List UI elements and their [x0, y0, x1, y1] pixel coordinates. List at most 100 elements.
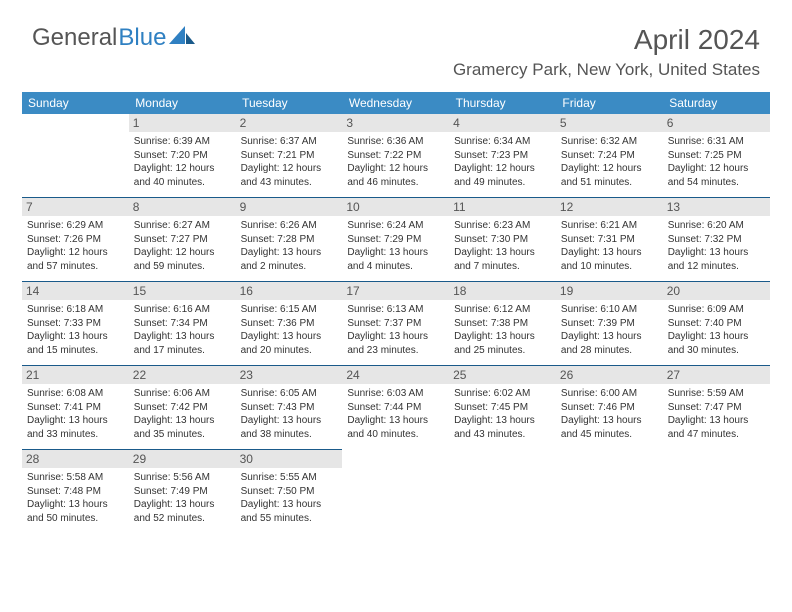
day-detail-line: Sunset: 7:43 PM: [241, 401, 338, 415]
day-detail-line: and 45 minutes.: [561, 428, 658, 442]
day-detail-line: Sunset: 7:42 PM: [134, 401, 231, 415]
day-number: 3: [342, 114, 449, 132]
day-details: Sunrise: 6:31 AMSunset: 7:25 PMDaylight:…: [668, 135, 765, 189]
day-detail-line: Daylight: 13 hours: [668, 330, 765, 344]
day-details: Sunrise: 6:37 AMSunset: 7:21 PMDaylight:…: [241, 135, 338, 189]
calendar-day-cell: 29Sunrise: 5:56 AMSunset: 7:49 PMDayligh…: [129, 450, 236, 534]
day-number: 15: [129, 282, 236, 300]
logo-sail-icon: [169, 26, 195, 46]
day-detail-line: Daylight: 12 hours: [561, 162, 658, 176]
calendar-day-cell: 15Sunrise: 6:16 AMSunset: 7:34 PMDayligh…: [129, 282, 236, 366]
day-detail-line: and 51 minutes.: [561, 176, 658, 190]
calendar-day-cell: 17Sunrise: 6:13 AMSunset: 7:37 PMDayligh…: [342, 282, 449, 366]
calendar-day-cell: 9Sunrise: 6:26 AMSunset: 7:28 PMDaylight…: [236, 198, 343, 282]
day-number: 22: [129, 366, 236, 384]
day-detail-line: and 43 minutes.: [241, 176, 338, 190]
day-number: 14: [22, 282, 129, 300]
day-details: Sunrise: 6:09 AMSunset: 7:40 PMDaylight:…: [668, 303, 765, 357]
day-details: Sunrise: 6:06 AMSunset: 7:42 PMDaylight:…: [134, 387, 231, 441]
day-number: 17: [342, 282, 449, 300]
weekday-header: Sunday: [22, 92, 129, 114]
day-detail-line: Sunrise: 6:08 AM: [27, 387, 124, 401]
day-number: 18: [449, 282, 556, 300]
day-detail-line: and 23 minutes.: [347, 344, 444, 358]
day-detail-line: and 59 minutes.: [134, 260, 231, 274]
day-detail-line: Sunrise: 6:16 AM: [134, 303, 231, 317]
calendar-week-row: 21Sunrise: 6:08 AMSunset: 7:41 PMDayligh…: [22, 366, 770, 450]
day-detail-line: Daylight: 12 hours: [27, 246, 124, 260]
day-detail-line: Daylight: 13 hours: [241, 246, 338, 260]
day-detail-line: Sunset: 7:31 PM: [561, 233, 658, 247]
day-detail-line: Daylight: 13 hours: [27, 498, 124, 512]
calendar-day-cell: [342, 450, 449, 534]
day-number: 20: [663, 282, 770, 300]
day-detail-line: Sunrise: 6:29 AM: [27, 219, 124, 233]
calendar-day-cell: 1Sunrise: 6:39 AMSunset: 7:20 PMDaylight…: [129, 114, 236, 198]
day-detail-line: and 33 minutes.: [27, 428, 124, 442]
day-number: 30: [236, 450, 343, 468]
day-number: 5: [556, 114, 663, 132]
day-details: Sunrise: 6:29 AMSunset: 7:26 PMDaylight:…: [27, 219, 124, 273]
day-number: 28: [22, 450, 129, 468]
day-detail-line: and 40 minutes.: [134, 176, 231, 190]
day-details: Sunrise: 6:39 AMSunset: 7:20 PMDaylight:…: [134, 135, 231, 189]
day-detail-line: Daylight: 13 hours: [454, 414, 551, 428]
calendar-day-cell: 4 Sunrise: 6:34 AMSunset: 7:23 PMDaylight…: [449, 114, 556, 198]
day-number: 11: [449, 198, 556, 216]
day-detail-line: Sunrise: 6:13 AM: [347, 303, 444, 317]
day-detail-line: Sunrise: 6:27 AM: [134, 219, 231, 233]
day-detail-line: Sunrise: 6:37 AM: [241, 135, 338, 149]
day-detail-line: Sunset: 7:39 PM: [561, 317, 658, 331]
day-detail-line: Daylight: 13 hours: [668, 246, 765, 260]
day-detail-line: Sunrise: 6:15 AM: [241, 303, 338, 317]
day-details: Sunrise: 6:12 AMSunset: 7:38 PMDaylight:…: [454, 303, 551, 357]
day-detail-line: and 2 minutes.: [241, 260, 338, 274]
day-detail-line: Sunrise: 6:09 AM: [668, 303, 765, 317]
day-details: Sunrise: 5:59 AMSunset: 7:47 PMDaylight:…: [668, 387, 765, 441]
day-detail-line: Sunrise: 6:32 AM: [561, 135, 658, 149]
calendar-week-row: 14 Sunrise: 6:18 AMSunset: 7:33 PM Dayligh…: [22, 282, 770, 366]
day-number: 6: [663, 114, 770, 132]
day-detail-line: Sunrise: 6:00 AM: [561, 387, 658, 401]
day-number: 9: [236, 198, 343, 216]
day-detail-line: Sunset: 7:36 PM: [241, 317, 338, 331]
day-detail-line: Daylight: 13 hours: [241, 330, 338, 344]
day-detail-line: and 4 minutes.: [347, 260, 444, 274]
day-detail-line: Sunrise: 5:59 AM: [668, 387, 765, 401]
day-detail-line: Daylight: 13 hours: [454, 330, 551, 344]
day-detail-line: Sunrise: 6:18 AM: [27, 303, 124, 317]
day-detail-line: Sunset: 7:47 PM: [668, 401, 765, 415]
day-detail-line: Sunset: 7:27 PM: [134, 233, 231, 247]
day-details: Sunrise: 6:02 AMSunset: 7:45 PMDaylight:…: [454, 387, 551, 441]
day-detail-line: and 50 minutes.: [27, 512, 124, 526]
calendar-day-cell: 19Sunrise: 6:10 AMSunset: 7:39 PMDayligh…: [556, 282, 663, 366]
day-details: Sunrise: 6:08 AMSunset: 7:41 PMDaylight:…: [27, 387, 124, 441]
day-detail-line: Sunset: 7:33 PM: [27, 317, 124, 331]
day-detail-line: Daylight: 13 hours: [347, 246, 444, 260]
day-detail-line: Sunset: 7:45 PM: [454, 401, 551, 415]
day-detail-line: Daylight: 13 hours: [347, 414, 444, 428]
calendar-day-cell: 14Sunrise: 6:18 AMSunset: 7:33 PMDayligh…: [22, 282, 129, 366]
day-detail-line: and 17 minutes.: [134, 344, 231, 358]
weekday-header: Wednesday: [342, 92, 449, 114]
day-detail-line: and 46 minutes.: [347, 176, 444, 190]
day-detail-line: Sunset: 7:26 PM: [27, 233, 124, 247]
day-number: 4: [449, 114, 556, 132]
calendar-week-row: 7Sunrise: 6:29 AMSunset: 7:26 PMDaylight…: [22, 198, 770, 282]
day-details: Sunrise: 6:32 AMSunset: 7:24 PMDaylight:…: [561, 135, 658, 189]
weekday-header: Friday: [556, 92, 663, 114]
day-details: Sunrise: 6:34 AMSunset: 7:23 PMDaylight:…: [454, 135, 551, 189]
day-detail-line: Sunset: 7:50 PM: [241, 485, 338, 499]
calendar-day-cell: 30Sunrise: 5:55 AMSunset: 7:50 PMDayligh…: [236, 450, 343, 534]
day-detail-line: Daylight: 13 hours: [134, 414, 231, 428]
day-number: 24: [342, 366, 449, 384]
day-detail-line: and 25 minutes.: [454, 344, 551, 358]
day-detail-line: Sunset: 7:46 PM: [561, 401, 658, 415]
day-detail-line: Daylight: 13 hours: [241, 414, 338, 428]
day-detail-line: Daylight: 13 hours: [241, 498, 338, 512]
day-details: Sunrise: 6:10 AMSunset: 7:39 PMDaylight:…: [561, 303, 658, 357]
day-number: 29: [129, 450, 236, 468]
day-detail-line: Daylight: 13 hours: [134, 498, 231, 512]
day-detail-line: Daylight: 13 hours: [561, 330, 658, 344]
day-detail-line: Daylight: 12 hours: [454, 162, 551, 176]
